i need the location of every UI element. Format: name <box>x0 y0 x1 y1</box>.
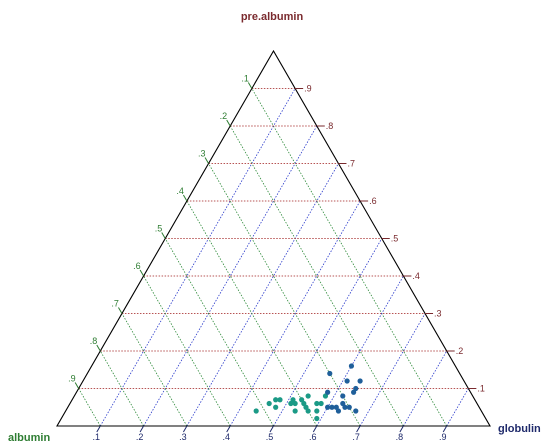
tick-label-globulin: .3 <box>179 432 187 442</box>
grid-line-globulin <box>273 238 383 427</box>
axis-label-left: albumin <box>8 432 50 444</box>
data-point <box>344 378 350 384</box>
tick-labels: .1 .1 .1 .2 .2 .2 .3 .3 .3 .4 .4 .4 .5 .5 .5 .6 .6 .6 .7 .7… <box>68 74 485 443</box>
axis-labels: pre.albumin albumin globulin <box>8 11 541 444</box>
tick-mark-albumin <box>161 232 166 239</box>
data-point <box>335 408 342 414</box>
tick-mark-globulin <box>139 425 145 433</box>
tick-label-pre-albumin: .4 <box>412 271 420 281</box>
grid-line-globulin <box>316 275 404 427</box>
tick-mark-albumin <box>204 157 209 164</box>
tick-label-albumin: .9 <box>68 374 76 384</box>
tick-label-albumin: .2 <box>220 111 228 121</box>
tick-label-globulin: .8 <box>396 432 404 442</box>
data-point <box>314 400 320 407</box>
grid-line-albumin <box>164 238 274 427</box>
tick-mark-albumin <box>226 119 231 127</box>
axis-label-top: pre.albumin <box>241 11 304 23</box>
data-point <box>327 370 333 377</box>
data-point <box>266 400 272 407</box>
tick-mark-albumin <box>139 269 145 277</box>
tick-label-albumin: .3 <box>198 149 206 159</box>
data-point <box>348 363 355 369</box>
grid-line-albumin <box>251 88 448 427</box>
data-point <box>318 400 324 407</box>
data-point <box>305 393 311 399</box>
data-point <box>288 400 294 407</box>
tick-label-pre-albumin: .8 <box>326 121 334 131</box>
data-point <box>340 393 346 399</box>
tick-mark-globulin <box>356 425 361 433</box>
data-point <box>273 404 279 410</box>
tick-label-pre-albumin: .5 <box>391 234 399 244</box>
tick-mark-globulin <box>442 425 448 433</box>
grid-line-globulin <box>143 125 318 427</box>
tick-mark-albumin <box>96 344 101 352</box>
grid-line-albumin <box>121 313 188 427</box>
data-point <box>314 408 320 414</box>
tick-mark-globulin <box>312 425 318 433</box>
tick-label-globulin: .6 <box>309 432 317 442</box>
tick-mark-albumin <box>74 382 80 389</box>
grid-line-albumin <box>78 388 101 427</box>
data-point <box>253 408 259 414</box>
data-point <box>346 404 352 410</box>
tick-label-albumin: .7 <box>111 299 119 309</box>
tick-mark-albumin <box>182 194 188 202</box>
tick-label-globulin: .4 <box>222 432 230 442</box>
data-point <box>273 397 279 403</box>
data-point <box>353 385 359 392</box>
tick-label-pre-albumin: .3 <box>434 309 442 319</box>
data-point <box>357 378 363 384</box>
tick-label-albumin: .5 <box>155 224 163 234</box>
tick-label-albumin: .1 <box>241 74 249 84</box>
tick-label-pre-albumin: .2 <box>456 346 464 356</box>
tick-mark-globulin <box>96 425 101 433</box>
tick-label-pre-albumin: .9 <box>304 84 312 94</box>
grid-line-albumin <box>208 163 361 427</box>
data-point <box>292 408 298 414</box>
data-point <box>314 415 320 422</box>
grid-line-globulin <box>99 88 296 427</box>
axis-label-right: globulin <box>498 423 541 435</box>
tick-mark-globulin <box>226 425 231 433</box>
tick-label-globulin: .9 <box>439 432 447 442</box>
grid-line-globulin <box>186 163 339 427</box>
data-point <box>353 408 359 414</box>
data-point <box>342 404 348 410</box>
tick-mark-globulin <box>399 425 404 433</box>
tick-mark-globulin <box>182 425 188 433</box>
grid-line-globulin <box>359 313 426 427</box>
data-point <box>329 404 335 410</box>
data-point <box>325 404 331 410</box>
tick-label-pre-albumin: .6 <box>369 196 377 206</box>
tick-label-globulin: .1 <box>93 432 101 442</box>
grid-line-albumin <box>143 275 231 427</box>
tick-label-pre-albumin: .1 <box>477 384 485 394</box>
data-point <box>305 408 311 414</box>
grid-lines <box>78 88 469 427</box>
tick-label-albumin: .8 <box>90 336 98 346</box>
data-point <box>292 400 298 407</box>
tick-label-albumin: .4 <box>176 186 184 196</box>
tick-label-albumin: .6 <box>133 261 141 271</box>
grid-line-albumin <box>229 125 404 427</box>
grid-line-globulin <box>446 388 469 427</box>
tick-label-globulin: .5 <box>266 432 274 442</box>
data-points <box>253 363 363 422</box>
tick-mark-albumin <box>118 307 123 314</box>
tick-label-globulin: .2 <box>136 432 144 442</box>
tick-label-pre-albumin: .7 <box>347 159 355 169</box>
tick-mark-albumin <box>247 82 253 89</box>
grid-line-globulin <box>229 200 361 427</box>
data-point <box>277 397 283 403</box>
data-point <box>325 389 331 395</box>
tick-label-globulin: .7 <box>352 432 360 442</box>
data-point <box>301 400 307 407</box>
grid-line-globulin <box>403 350 448 427</box>
grid-line-albumin <box>99 350 144 427</box>
tick-mark-globulin <box>269 425 274 433</box>
